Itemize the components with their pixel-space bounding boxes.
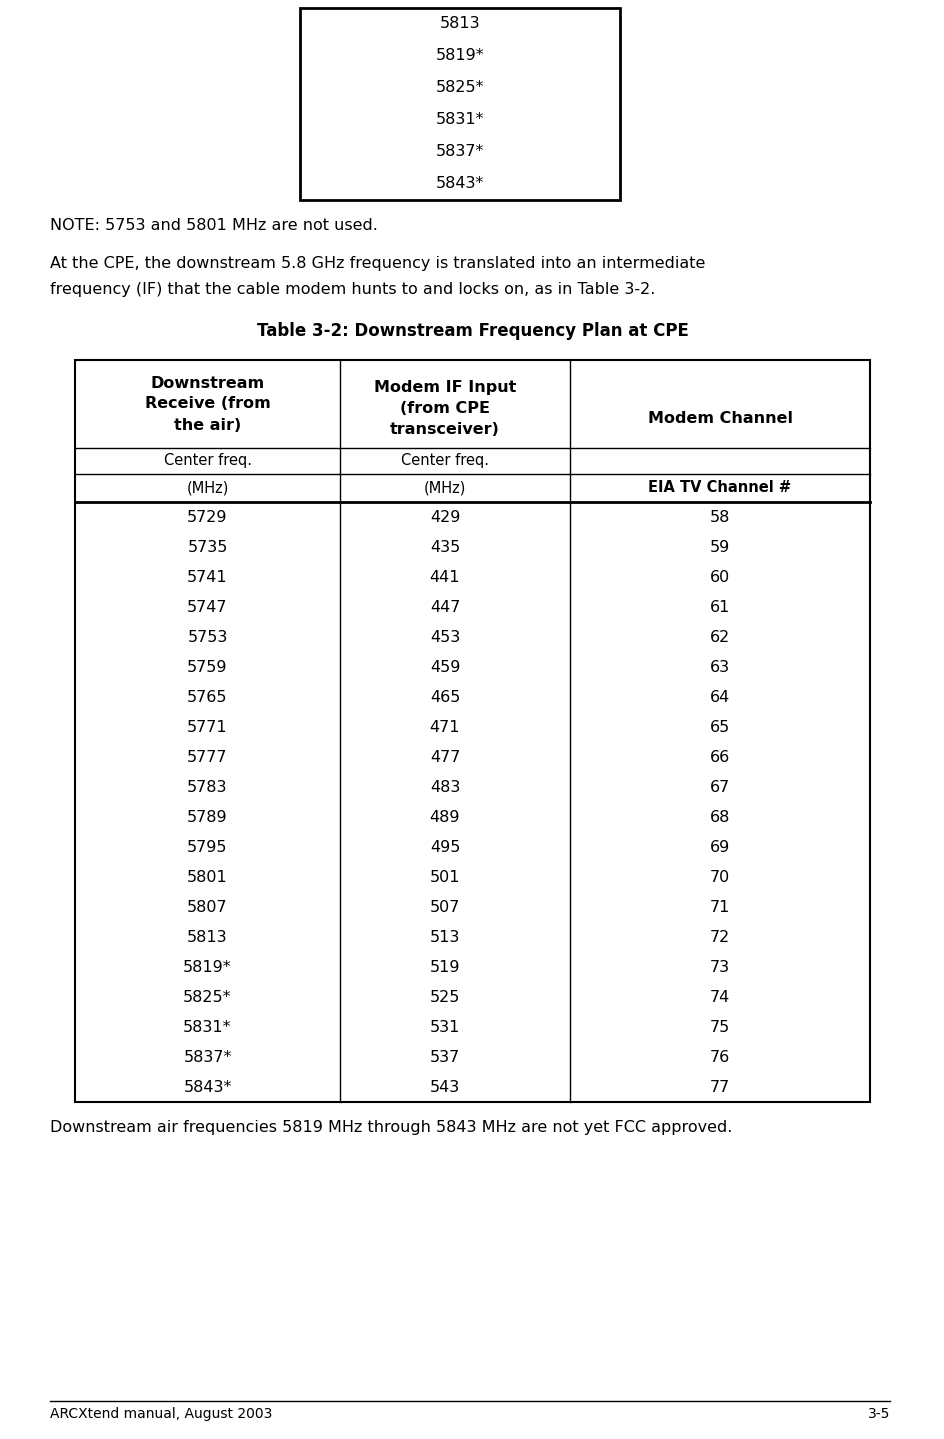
Text: 63: 63: [710, 659, 730, 675]
Text: 5831*: 5831*: [183, 1019, 231, 1035]
Text: 5783: 5783: [187, 780, 228, 794]
Text: 5795: 5795: [187, 839, 228, 855]
Text: 5777: 5777: [187, 750, 228, 764]
Text: Downstream
Receive (from
the air): Downstream Receive (from the air): [144, 376, 270, 433]
Text: 531: 531: [430, 1019, 460, 1035]
Text: 5801: 5801: [187, 869, 228, 885]
Text: 5825*: 5825*: [183, 990, 231, 1004]
Text: 5843*: 5843*: [183, 1079, 231, 1095]
Text: 68: 68: [710, 810, 731, 825]
Text: Modem Channel: Modem Channel: [648, 412, 793, 426]
Text: 5753: 5753: [187, 629, 228, 645]
Text: 5759: 5759: [187, 659, 228, 675]
Text: 519: 519: [430, 960, 461, 974]
Text: (MHz): (MHz): [424, 481, 466, 495]
Text: 58: 58: [710, 509, 731, 524]
Text: ARCXtend manual, August 2003: ARCXtend manual, August 2003: [50, 1407, 273, 1420]
Text: 5831*: 5831*: [436, 112, 484, 128]
Text: 5819*: 5819*: [436, 49, 484, 63]
Text: 62: 62: [710, 629, 730, 645]
Text: 65: 65: [710, 720, 730, 734]
Text: 525: 525: [430, 990, 460, 1004]
Text: 513: 513: [430, 930, 460, 944]
Text: 447: 447: [430, 600, 460, 614]
Text: 543: 543: [430, 1079, 460, 1095]
Text: 459: 459: [430, 659, 460, 675]
Text: 435: 435: [430, 540, 460, 554]
Text: (MHz): (MHz): [186, 481, 228, 495]
Text: 501: 501: [430, 869, 461, 885]
Text: 471: 471: [430, 720, 461, 734]
Text: 72: 72: [710, 930, 730, 944]
Text: 64: 64: [710, 689, 730, 705]
Text: 429: 429: [430, 509, 460, 524]
Text: 507: 507: [430, 899, 460, 915]
Text: 5837*: 5837*: [436, 144, 484, 160]
Text: 67: 67: [710, 780, 730, 794]
Text: 477: 477: [430, 750, 460, 764]
Text: 61: 61: [710, 600, 731, 614]
Text: EIA TV Channel #: EIA TV Channel #: [649, 481, 792, 495]
Text: 73: 73: [710, 960, 730, 974]
Text: 5765: 5765: [187, 689, 228, 705]
Text: 537: 537: [430, 1049, 460, 1065]
Text: NOTE: 5753 and 5801 MHz are not used.: NOTE: 5753 and 5801 MHz are not used.: [50, 217, 378, 233]
Text: 74: 74: [710, 990, 730, 1004]
Text: Modem IF Input
(from CPE
transceiver): Modem IF Input (from CPE transceiver): [374, 380, 516, 437]
Text: 441: 441: [430, 570, 461, 584]
Text: 453: 453: [430, 629, 460, 645]
Text: frequency (IF) that the cable modem hunts to and locks on, as in Table 3-2.: frequency (IF) that the cable modem hunt…: [50, 282, 655, 296]
Text: 489: 489: [430, 810, 461, 825]
Text: 5771: 5771: [187, 720, 228, 734]
Text: 77: 77: [710, 1079, 730, 1095]
Text: 5819*: 5819*: [183, 960, 232, 974]
Text: 5813: 5813: [440, 16, 480, 32]
Text: 76: 76: [710, 1049, 730, 1065]
Text: Center freq.: Center freq.: [401, 453, 489, 469]
Text: 5789: 5789: [187, 810, 228, 825]
Bar: [75, 360, 870, 1102]
Text: 5825*: 5825*: [436, 81, 484, 95]
Text: 60: 60: [710, 570, 730, 584]
Text: 5741: 5741: [187, 570, 228, 584]
Text: 69: 69: [710, 839, 730, 855]
Text: 3-5: 3-5: [868, 1407, 890, 1420]
Text: 465: 465: [430, 689, 460, 705]
Text: 75: 75: [710, 1019, 730, 1035]
Text: 5747: 5747: [187, 600, 228, 614]
Text: 495: 495: [430, 839, 460, 855]
Text: Table 3-2: Downstream Frequency Plan at CPE: Table 3-2: Downstream Frequency Plan at …: [257, 322, 688, 340]
Text: At the CPE, the downstream 5.8 GHz frequency is translated into an intermediate: At the CPE, the downstream 5.8 GHz frequ…: [50, 256, 705, 271]
Text: 483: 483: [430, 780, 460, 794]
Text: 5837*: 5837*: [183, 1049, 231, 1065]
Text: 59: 59: [710, 540, 730, 554]
Text: Downstream air frequencies 5819 MHz through 5843 MHz are not yet FCC approved.: Downstream air frequencies 5819 MHz thro…: [50, 1120, 733, 1135]
Text: 5813: 5813: [187, 930, 228, 944]
Bar: [300, 9, 620, 200]
Text: 5729: 5729: [187, 509, 228, 524]
Text: Center freq.: Center freq.: [163, 453, 251, 469]
Text: 5735: 5735: [187, 540, 228, 554]
Text: 70: 70: [710, 869, 730, 885]
Text: 5843*: 5843*: [436, 177, 484, 191]
Text: 5807: 5807: [187, 899, 228, 915]
Text: 71: 71: [710, 899, 731, 915]
Text: 66: 66: [710, 750, 730, 764]
